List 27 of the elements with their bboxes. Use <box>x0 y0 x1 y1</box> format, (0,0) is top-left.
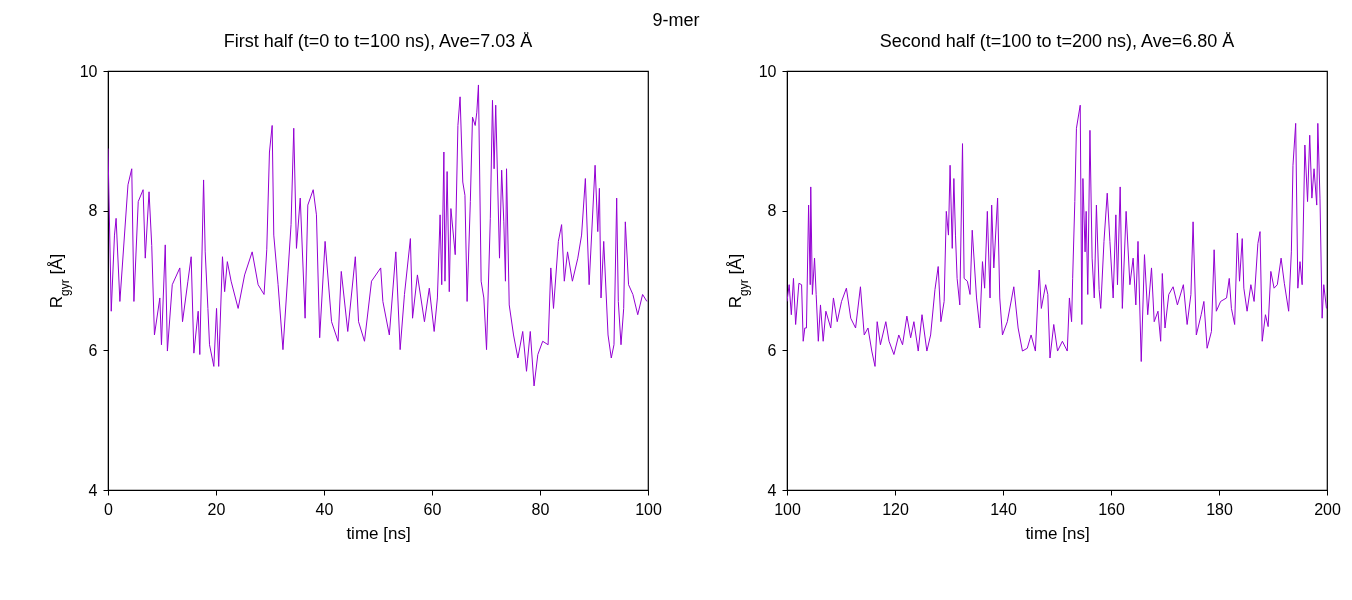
chart-title: Second half (t=100 to t=200 ns), Ave=6.80 Å <box>879 31 1235 51</box>
text: 9-mer <box>651 9 701 32</box>
y-tick-label: 4 <box>88 481 98 499</box>
x-tick-label: 120 <box>882 500 909 518</box>
x-tick-label: 160 <box>1098 500 1125 518</box>
x-tick-label: 60 <box>423 500 442 518</box>
chart-title: First half (t=0 to t=100 ns), Ave=7.03 Å <box>223 31 533 51</box>
x-axis-title: time [ns] <box>346 523 411 543</box>
y-tick-label: 4 <box>767 481 777 499</box>
x-tick-label: 40 <box>315 500 334 518</box>
y-tick-label: 6 <box>767 341 777 359</box>
x-tick-label: 0 <box>104 500 114 518</box>
line-series <box>108 84 648 387</box>
y-tick-label: 8 <box>767 202 777 220</box>
y-tick-label: 10 <box>79 62 98 80</box>
x-tick-label: 80 <box>531 500 550 518</box>
x-tick-label: 180 <box>1206 500 1233 518</box>
x-tick-label: 20 <box>207 500 226 518</box>
y-tick-label: 10 <box>758 62 777 80</box>
x-tick-label: 100 <box>774 500 801 518</box>
x-tick-label: 140 <box>990 500 1017 518</box>
x-axis-title: time [ns] <box>1025 523 1090 543</box>
x-tick-label: 100 <box>635 500 662 518</box>
y-tick-label: 8 <box>88 202 98 220</box>
x-tick-label: 200 <box>1314 500 1341 518</box>
y-tick-label: 6 <box>88 341 98 359</box>
line-series <box>787 104 1327 367</box>
